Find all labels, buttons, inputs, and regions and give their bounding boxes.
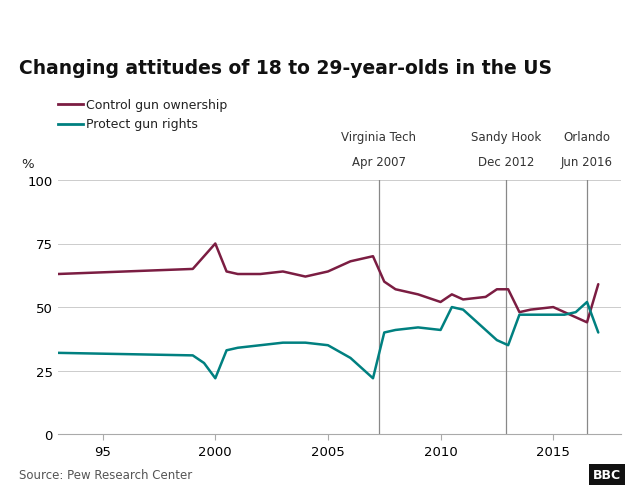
Text: Sandy Hook: Sandy Hook bbox=[471, 131, 541, 144]
Text: Control gun ownership: Control gun ownership bbox=[86, 99, 228, 111]
Text: Jun 2016: Jun 2016 bbox=[561, 155, 613, 168]
Text: BBC: BBC bbox=[593, 468, 621, 481]
Text: Dec 2012: Dec 2012 bbox=[478, 155, 534, 168]
Text: Virginia Tech: Virginia Tech bbox=[341, 131, 416, 144]
Text: Source: Pew Research Center: Source: Pew Research Center bbox=[19, 468, 193, 481]
Text: Changing attitudes of 18 to 29-year-olds in the US: Changing attitudes of 18 to 29-year-olds… bbox=[19, 59, 552, 78]
Text: Orlando: Orlando bbox=[563, 131, 611, 144]
Text: %: % bbox=[21, 158, 34, 170]
Text: Apr 2007: Apr 2007 bbox=[351, 155, 406, 168]
Text: Protect gun rights: Protect gun rights bbox=[86, 118, 198, 131]
